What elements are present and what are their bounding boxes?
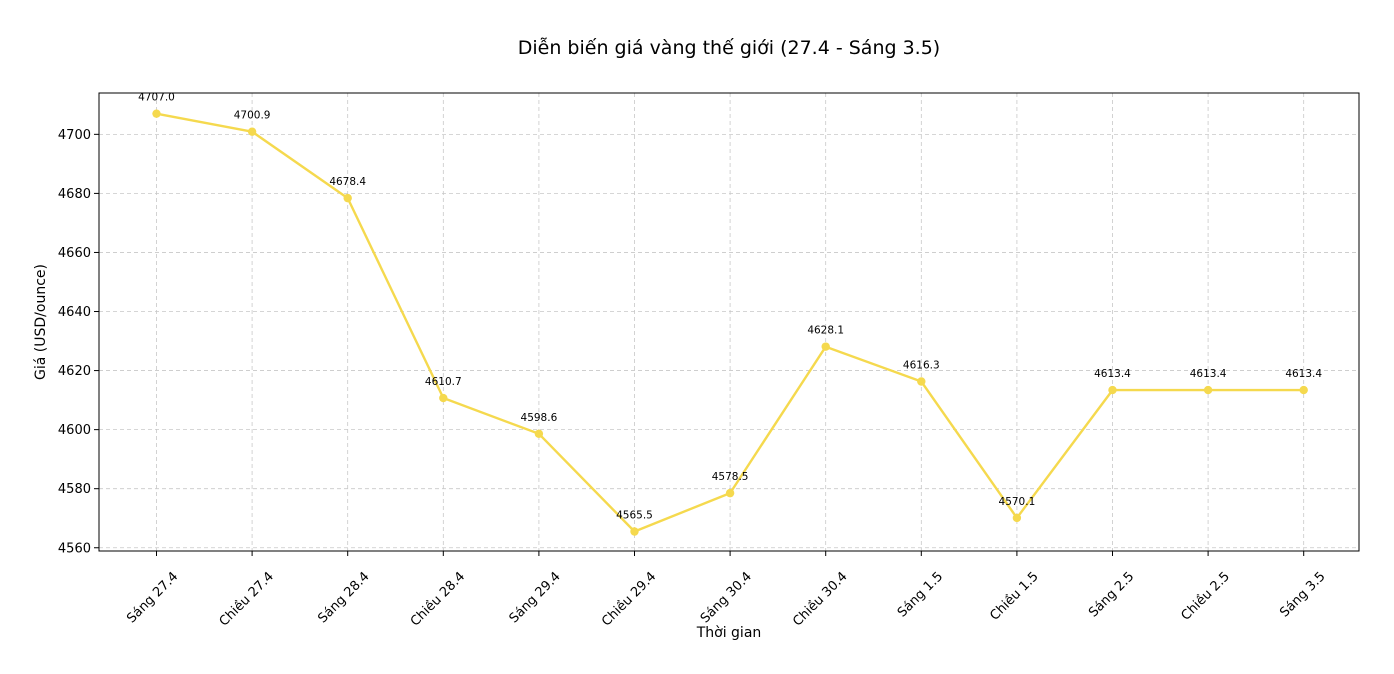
x-tick-label: Sáng 27.4 xyxy=(124,569,181,626)
data-point xyxy=(630,527,639,536)
x-tick-label: Sáng 3.5 xyxy=(1277,569,1328,620)
x-tick-label: Chiều 28.4 xyxy=(408,569,468,629)
data-point xyxy=(343,193,352,203)
x-tick-label: Sáng 28.4 xyxy=(315,569,372,626)
data-point xyxy=(725,488,735,498)
data-label: 4610.7 xyxy=(425,376,462,388)
y-tick-label: 4560 xyxy=(58,541,91,556)
axes: Sáng 27.4 Chiều 27.4 Sáng 28.4 Chiều 28.4 Sá… xyxy=(58,92,1360,630)
data-label: 4598.6 xyxy=(521,412,558,424)
y-tick-label: 4600 xyxy=(58,423,91,438)
x-tick-label: Sáng 2.5 xyxy=(1086,569,1137,620)
x-tick-label: Sáng 1.5 xyxy=(895,569,946,620)
data-label: 4613.4 xyxy=(1285,368,1322,380)
y-tick-label: 4700 xyxy=(58,128,91,143)
data-point xyxy=(821,342,830,351)
data-label: 4700.9 xyxy=(234,110,271,122)
plot-frame xyxy=(98,92,1360,552)
x-axis-label: Thời gian xyxy=(696,625,762,641)
data-point xyxy=(1299,385,1308,395)
data-label: 4578.5 xyxy=(712,471,749,483)
data-point xyxy=(247,127,257,136)
y-tick-label: 4680 xyxy=(58,187,91,202)
data-label: 4570.1 xyxy=(999,496,1036,508)
x-tick-label: Chiều 1.5 xyxy=(987,569,1041,623)
data-label: 4616.3 xyxy=(903,360,940,372)
x-tick-label: Sáng 30.4 xyxy=(698,569,755,626)
y-tick-label: 4660 xyxy=(58,246,91,261)
y-tick-label: 4640 xyxy=(58,305,91,320)
y-tick-label: 4620 xyxy=(58,364,91,379)
data-label: 4678.4 xyxy=(329,176,366,188)
data-point xyxy=(534,429,544,438)
data-point xyxy=(917,377,926,386)
series: 4707.0 4700.9 4678.4 4610.7 4598.6 4565.5 4578… xyxy=(138,92,1322,536)
x-tick-label: Chiều 27.4 xyxy=(217,569,277,629)
y-tick-label: 4580 xyxy=(58,482,91,497)
data-label: 4707.0 xyxy=(138,92,175,104)
y-axis-label: Giá (USD/ounce) xyxy=(33,264,49,380)
data-point xyxy=(1203,385,1213,395)
data-point xyxy=(1012,513,1022,523)
x-tick-label: Chiều 29.4 xyxy=(599,569,659,629)
data-label: 4613.4 xyxy=(1094,368,1131,380)
data-label: 4613.4 xyxy=(1190,368,1227,380)
data-point xyxy=(1108,385,1117,395)
data-label: 4565.5 xyxy=(616,510,653,522)
data-point xyxy=(152,109,161,118)
x-tick-label: Chiều 30.4 xyxy=(790,569,850,629)
x-tick-label: Chiều 2.5 xyxy=(1178,569,1232,623)
x-tick-label: Sáng 29.4 xyxy=(507,569,564,626)
data-point xyxy=(439,393,448,403)
grid xyxy=(99,93,1359,551)
chart-title: Diễn biến giá vàng thế giới (27.4 - Sáng… xyxy=(518,36,940,59)
data-label: 4628.1 xyxy=(807,325,844,337)
